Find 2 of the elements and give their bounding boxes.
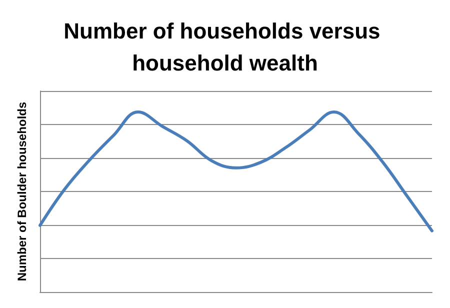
y-axis-title: Number of Boulder households xyxy=(15,102,29,282)
chart-title: Number of households versus household wealth xyxy=(64,18,386,76)
